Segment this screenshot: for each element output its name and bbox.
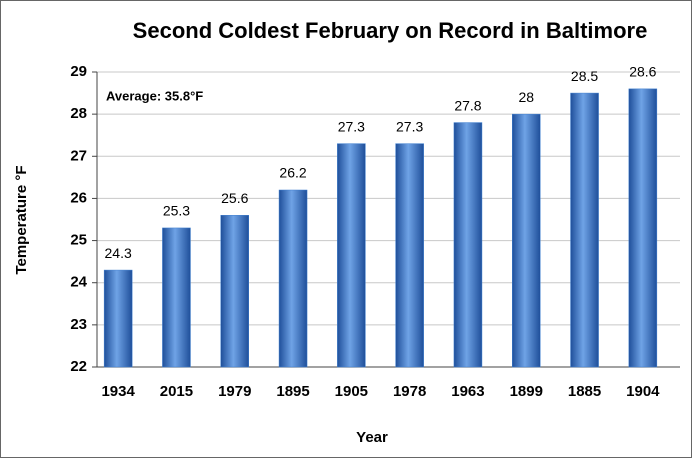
- bar: [162, 227, 191, 368]
- bar: [453, 122, 483, 368]
- data-label: 27.3: [396, 118, 423, 134]
- x-tick-label: 1978: [393, 383, 426, 400]
- bar: [512, 113, 541, 368]
- y-tick-label: 29: [70, 63, 87, 80]
- y-axis-label: Temperature °F: [13, 165, 30, 274]
- data-label: 24.3: [105, 245, 132, 261]
- annotation: Average: 35.8°F: [106, 88, 203, 103]
- bar: [395, 143, 424, 368]
- data-label: 28.6: [629, 64, 656, 80]
- bar: [337, 143, 366, 368]
- x-tick-label: 1904: [626, 383, 660, 400]
- y-tick-label: 27: [70, 147, 87, 164]
- bar: [628, 88, 658, 368]
- x-tick-label: 1899: [510, 383, 543, 400]
- bar: [570, 92, 599, 368]
- bar: [220, 215, 249, 368]
- x-axis-label: Year: [356, 429, 388, 446]
- x-tick-label: 1895: [276, 383, 309, 400]
- y-tick-label: 24: [70, 274, 87, 291]
- x-tick-label: 1905: [335, 383, 368, 400]
- bar: [103, 269, 133, 368]
- y-tick-label: 22: [70, 358, 87, 375]
- data-label: 27.8: [454, 97, 481, 113]
- data-label: 25.6: [221, 190, 248, 206]
- data-label: 25.3: [163, 203, 190, 219]
- y-tick-label: 23: [70, 316, 87, 333]
- bar: [278, 189, 308, 368]
- x-tick-label: 1885: [568, 383, 601, 400]
- y-tick-label: 28: [70, 105, 87, 122]
- x-tick-label: 1934: [101, 383, 135, 400]
- x-tick-label: 1963: [451, 383, 484, 400]
- data-label: 28: [518, 89, 534, 105]
- data-label: 27.3: [338, 118, 365, 134]
- x-tick-label: 1979: [218, 383, 251, 400]
- data-label: 26.2: [279, 165, 306, 181]
- y-tick-label: 26: [70, 189, 87, 206]
- x-tick-label: 2015: [160, 383, 193, 400]
- chart-title: Second Coldest February on Record in Bal…: [133, 18, 648, 43]
- y-tick-label: 25: [70, 232, 87, 249]
- data-label: 28.5: [571, 68, 598, 84]
